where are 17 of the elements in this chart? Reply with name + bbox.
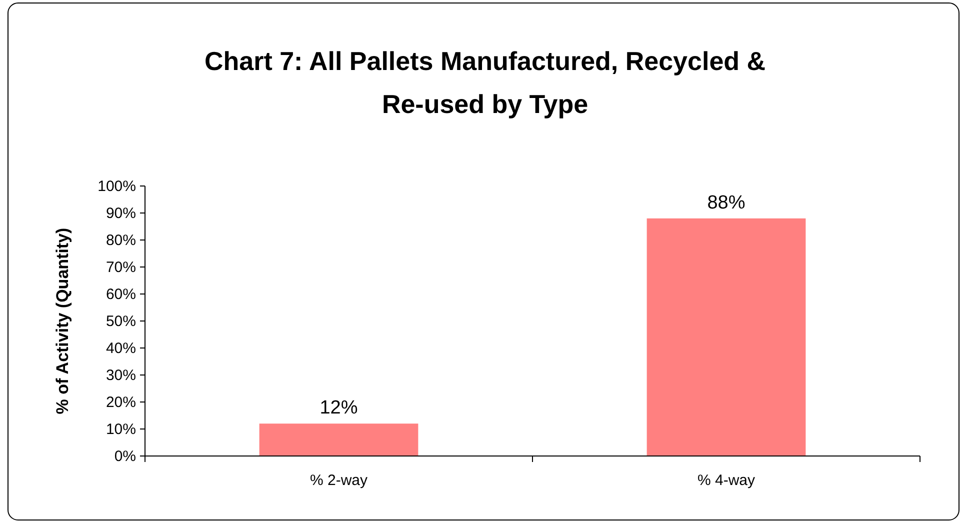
y-tick-label: 50%: [106, 313, 136, 330]
y-tick-label: 30%: [106, 367, 136, 384]
data-label: 88%: [707, 192, 746, 214]
y-axis-title: % of Activity (Quantity): [53, 228, 72, 414]
y-tick-label: 80%: [106, 232, 136, 249]
y-tick-label: 0%: [114, 448, 136, 465]
y-tick-label: 70%: [106, 259, 136, 276]
y-tick-label: 60%: [106, 286, 136, 303]
chart-title: Chart 7: All Pallets Manufactured, Recycled & Re-used by Type: [204, 46, 766, 119]
data-label: 12%: [320, 398, 358, 419]
y-tick-label: 20%: [106, 394, 136, 411]
y-tick-label: 10%: [106, 421, 136, 438]
y-tick-label: 100%: [98, 178, 136, 195]
y-tick-label: 40%: [106, 340, 136, 357]
x-tick-label: % 2-way: [310, 472, 368, 489]
y-tick-label: 90%: [106, 205, 136, 222]
x-tick-label: % 4-way: [697, 472, 756, 489]
